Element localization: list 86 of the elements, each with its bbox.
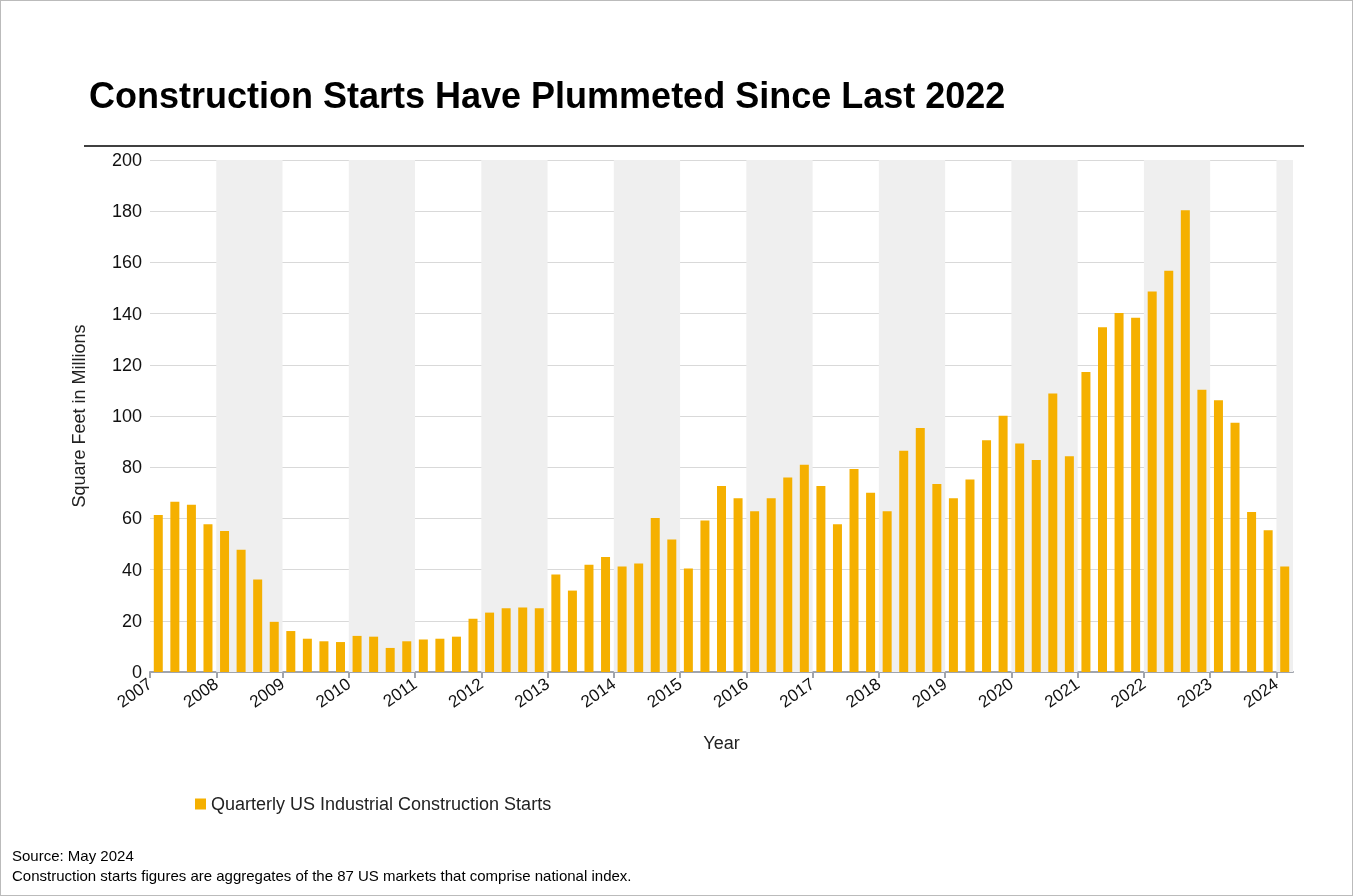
bar xyxy=(717,485,726,672)
bar xyxy=(352,635,362,672)
bar xyxy=(567,590,577,672)
bar xyxy=(733,498,743,672)
bar xyxy=(319,641,329,672)
y-tick-label: 120 xyxy=(111,354,142,375)
bar xyxy=(468,618,478,672)
y-tick-label: 160 xyxy=(111,252,142,273)
bar xyxy=(435,638,445,672)
x-axis-title: Year xyxy=(703,733,740,753)
bar xyxy=(683,568,693,672)
bar xyxy=(1098,327,1107,672)
legend-label: Quarterly US Industrial Construction Starts xyxy=(211,794,552,814)
bar xyxy=(1015,443,1025,672)
bar xyxy=(518,607,528,672)
bar xyxy=(302,638,312,672)
bar xyxy=(451,636,461,672)
bar xyxy=(650,517,660,672)
bar xyxy=(948,498,958,672)
bar xyxy=(1048,393,1058,672)
bar xyxy=(634,563,644,672)
x-tick-label: 2011 xyxy=(379,674,421,711)
bar xyxy=(849,468,859,672)
bar xyxy=(485,612,495,672)
y-tick-label: 60 xyxy=(121,508,142,529)
bar xyxy=(186,504,196,672)
bar xyxy=(1147,291,1157,672)
y-tick-label: 40 xyxy=(121,559,142,580)
bar xyxy=(932,484,942,672)
bar xyxy=(700,520,710,672)
bar xyxy=(899,450,909,672)
bar xyxy=(882,511,892,672)
bar xyxy=(584,564,594,672)
y-tick-label: 80 xyxy=(121,457,142,478)
bar xyxy=(1263,530,1273,672)
bar xyxy=(418,639,428,672)
bar xyxy=(766,498,776,672)
bar xyxy=(1180,210,1190,672)
bar xyxy=(965,479,975,672)
bar xyxy=(750,511,760,672)
bar xyxy=(170,501,180,672)
y-tick-label: 180 xyxy=(111,201,142,222)
bar xyxy=(385,647,395,672)
bar xyxy=(551,574,561,672)
bar xyxy=(1114,313,1124,672)
bar xyxy=(982,440,992,672)
bar xyxy=(667,539,677,672)
y-tick-label: 100 xyxy=(111,406,142,426)
bar xyxy=(1213,400,1223,672)
y-tick-label: 200 xyxy=(111,150,142,170)
bar xyxy=(236,549,246,672)
source-note: Source: May 2024 xyxy=(12,847,134,864)
bar xyxy=(783,477,793,672)
bar xyxy=(501,608,511,672)
bar xyxy=(253,579,263,672)
bar xyxy=(1064,456,1074,672)
y-axis-title: Square Feet in Millions xyxy=(69,324,89,508)
bar xyxy=(220,530,230,672)
bar xyxy=(1081,371,1091,672)
bar xyxy=(1197,389,1207,672)
y-tick-label: 140 xyxy=(111,303,142,324)
y-tick-label: 20 xyxy=(121,610,142,631)
bar xyxy=(269,621,279,672)
bar xyxy=(915,428,925,672)
bar xyxy=(534,608,544,672)
bar xyxy=(601,557,611,672)
chart-title: Construction Starts Have Plummeted Since Last 2022 xyxy=(89,74,1006,116)
bar xyxy=(1230,422,1240,672)
text: Construction starts figures are aggregates of the 87 US markets that comprise national index. xyxy=(12,867,632,884)
bar xyxy=(1247,512,1257,672)
bar xyxy=(816,485,826,672)
bar xyxy=(832,524,842,672)
bar xyxy=(1131,317,1141,672)
bar xyxy=(1164,270,1174,672)
bar xyxy=(369,636,379,672)
bar xyxy=(866,492,876,672)
bar xyxy=(799,464,809,672)
bar xyxy=(617,566,627,672)
bar xyxy=(336,642,345,672)
bar xyxy=(203,524,213,672)
bar xyxy=(1280,566,1290,672)
bar xyxy=(402,641,412,672)
bar xyxy=(998,415,1008,672)
bar xyxy=(1031,460,1041,672)
bar xyxy=(286,631,296,672)
bar xyxy=(153,515,163,672)
